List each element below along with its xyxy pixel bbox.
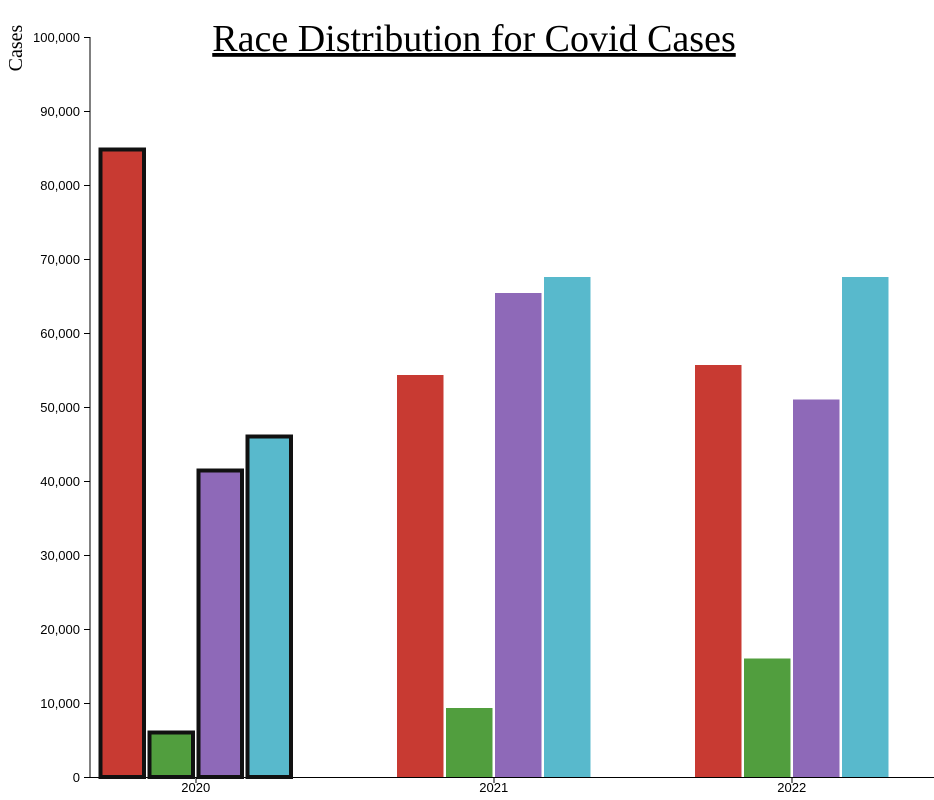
bar[interactable] [744, 658, 791, 777]
bar[interactable] [397, 375, 444, 777]
bar[interactable] [793, 399, 840, 777]
y-tick-label: 100,000 [33, 30, 80, 45]
x-axis: 2020 2021 2022 [90, 777, 934, 795]
bar[interactable] [147, 730, 195, 779]
y-tick-label: 30,000 [40, 548, 80, 563]
y-tick-label: 0 [73, 770, 80, 785]
bar[interactable] [544, 276, 591, 777]
y-tick-label: 60,000 [40, 326, 80, 341]
chart-title: Race Distribution for Covid Cases [212, 18, 735, 60]
bar[interactable] [446, 708, 493, 777]
y-axis: 0 10,000 20,000 30,000 40,000 50,000 60,000 70,… [33, 30, 91, 785]
bars [98, 147, 889, 779]
y-tick-label: 80,000 [40, 178, 80, 193]
bar[interactable] [196, 468, 244, 779]
bar[interactable] [98, 147, 146, 779]
y-axis-label: Cases [5, 24, 27, 71]
y-tick-label: 50,000 [40, 400, 80, 415]
bar[interactable] [842, 276, 889, 777]
y-tick-label: 10,000 [40, 696, 80, 711]
y-tick-label: 40,000 [40, 474, 80, 489]
y-tick-label: 70,000 [40, 252, 80, 267]
bar[interactable] [245, 434, 293, 779]
x-tick-label: 2022 [777, 780, 806, 795]
bar[interactable] [495, 293, 542, 777]
x-tick-label: 2020 [181, 780, 210, 795]
x-tick-label: 2021 [479, 780, 508, 795]
y-tick-label: 90,000 [40, 104, 80, 119]
bar[interactable] [695, 364, 742, 777]
y-tick-label: 20,000 [40, 622, 80, 637]
